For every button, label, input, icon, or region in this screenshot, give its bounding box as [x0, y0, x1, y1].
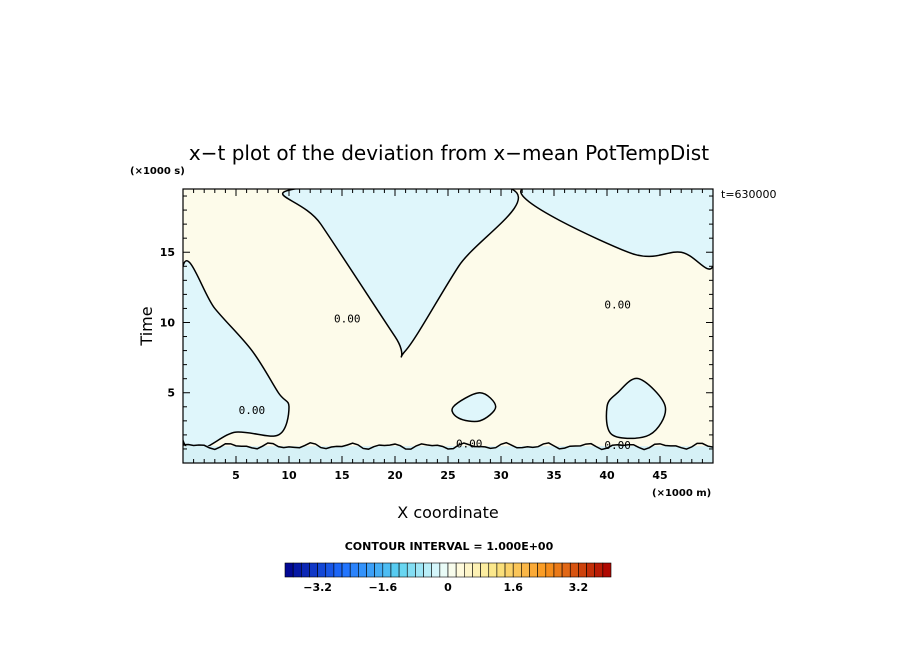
x-unit-label: (×1000 m) [652, 488, 711, 499]
colorbar-cell [561, 562, 571, 578]
colorbar-cell [512, 562, 522, 578]
contour-line-2 [520, 189, 713, 270]
colorbar-cell [358, 562, 367, 578]
y-tick-labels: 5 10 15 [160, 246, 176, 400]
colorbar-cell [553, 562, 563, 578]
colorbar-cell [341, 562, 351, 578]
colorbar-cell [480, 562, 490, 578]
surface-strip [183, 441, 713, 463]
negative-region-3 [606, 378, 666, 439]
colorbar-cell [463, 562, 473, 578]
x-tick-label: 5 [232, 469, 240, 482]
axis-ticks [182, 189, 714, 464]
x-tick-label: 20 [387, 469, 403, 482]
colorbar-cell [439, 562, 449, 578]
colorbar-cell [398, 562, 408, 578]
chart-title: x−t plot of the deviation from x−mean Po… [189, 141, 709, 165]
contour-label-4: 0.00 [604, 439, 631, 452]
colorbar-cell [309, 562, 318, 578]
colorbar-cell [586, 562, 595, 578]
x-tick-label: 40 [599, 469, 615, 482]
colorbar-cell [366, 562, 375, 578]
colorbar-cell [594, 562, 604, 578]
colorbar-cell [317, 562, 327, 578]
contour-line-1 [281, 189, 520, 358]
x-tick-label: 10 [281, 469, 297, 482]
colorbar-cell [537, 562, 547, 578]
colorbar-cell [333, 562, 343, 578]
colorbar-cell [569, 562, 579, 578]
surface-strip-fill [183, 446, 713, 463]
zero-contours: 0.00 0.00 0.00 0.00 0.00 [183, 189, 713, 463]
colorbar-cell [496, 562, 506, 578]
colorbar-cell [545, 562, 555, 578]
contour-line-4 [451, 391, 497, 423]
x-tick-label: 35 [546, 469, 561, 482]
negative-regions [183, 189, 713, 452]
y-tick-label: 15 [160, 246, 175, 259]
colorbar-cell [472, 562, 481, 578]
colorbar-cell [406, 562, 416, 578]
plot-area: 0.00 0.00 0.00 0.00 0.00 [182, 188, 714, 464]
colorbar-cell [529, 562, 538, 578]
negative-region-1 [282, 189, 519, 357]
colorbar-cell [325, 562, 335, 578]
y-unit-label: (×1000 s) [130, 166, 185, 177]
x-tick-label: 15 [334, 469, 349, 482]
y-axis-title: Time [137, 306, 156, 346]
colorbar [284, 562, 612, 578]
colorbar-cell [284, 562, 294, 578]
colorbar-cell [447, 562, 457, 578]
x-tick-labels: 5 10 15 20 25 30 35 40 45 [232, 469, 667, 482]
colorbar-cell [578, 562, 587, 578]
x-axis-title: X coordinate [397, 503, 498, 522]
colorbar-cell [521, 562, 530, 578]
contour-interval-text: CONTOUR INTERVAL = 1.000E+00 [345, 540, 554, 553]
contour-line-0 [183, 260, 290, 452]
colorbar-cell [488, 562, 498, 578]
colorbar-tick-label: 0 [444, 581, 452, 594]
colorbar-cell [504, 562, 514, 578]
x-tick-label: 30 [493, 469, 509, 482]
colorbar-cell [602, 562, 612, 578]
colorbar-tick-label: 1.6 [503, 581, 523, 594]
contour-label-1: 0.00 [334, 312, 361, 325]
colorbar-cell [455, 562, 465, 578]
plot-frame [182, 188, 714, 464]
colorbar-cell [382, 562, 392, 578]
colorbar-cell [415, 562, 424, 578]
x-tick-label: 25 [440, 469, 455, 482]
negative-region-2 [520, 189, 713, 269]
colorbar-cell [349, 562, 359, 578]
negative-region-0 [183, 260, 289, 452]
contour-label-3: 0.00 [604, 298, 631, 311]
contour-label-0: 0.00 [239, 404, 266, 417]
time-stamp: t=630000 [721, 188, 777, 201]
colorbar-tick-labels: −3.2 −1.6 0 1.6 3.2 [303, 581, 588, 594]
y-tick-label: 10 [160, 316, 176, 329]
x-tick-label: 45 [652, 469, 667, 482]
contour-label-2: 0.00 [456, 438, 483, 451]
colorbar-cell [431, 562, 441, 578]
colorbar-cell [292, 562, 302, 578]
colorbar-cell [374, 562, 384, 578]
colorbar-cell [390, 562, 400, 578]
surface-strip-contour [183, 441, 713, 451]
colorbar-cell [423, 562, 432, 578]
colorbar-tick-label: 3.2 [569, 581, 589, 594]
y-tick-label: 5 [167, 387, 175, 400]
colorbar-cell [300, 562, 310, 578]
colorbar-tick-label: −1.6 [368, 581, 397, 594]
contour-line-3 [605, 377, 667, 440]
colorbar-tick-label: −3.2 [303, 581, 332, 594]
